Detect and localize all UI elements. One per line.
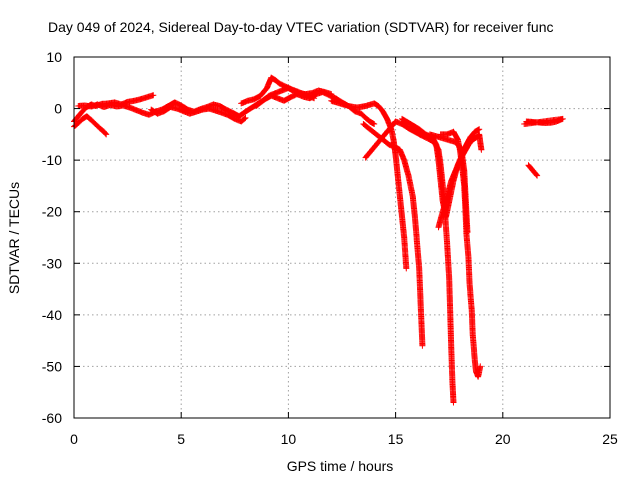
data-series	[435, 131, 485, 231]
y-tick-label: -60	[42, 410, 62, 426]
chart-title: Day 049 of 2024, Sidereal Day-to-day VTE…	[48, 19, 554, 35]
y-tick-label: 0	[54, 101, 62, 117]
data-point-markers	[521, 115, 566, 127]
data-series	[148, 104, 249, 125]
data-point-markers	[362, 118, 457, 406]
axis-ticks: 0 5 10 15 20 25 10 0 -10 -20 -30 -40 -50 -60	[42, 49, 618, 447]
data-point-markers	[253, 84, 318, 109]
x-tick-label: 10	[281, 431, 297, 447]
data-series	[521, 115, 566, 127]
plot-frame	[73, 56, 611, 419]
y-tick-label: 10	[46, 49, 62, 65]
data-point-markers	[148, 104, 249, 125]
data-point-markers	[435, 131, 485, 231]
x-axis-label: GPS time / hours	[287, 458, 394, 474]
data-point-markers	[437, 128, 484, 380]
data-series	[437, 128, 484, 380]
x-tick-label: 5	[177, 431, 185, 447]
y-tick-label: -10	[42, 152, 62, 168]
data-series	[75, 89, 378, 127]
y-tick-label: -20	[42, 204, 62, 220]
x-tick-label: 15	[388, 431, 404, 447]
x-tick-label: 25	[602, 431, 618, 447]
data-series	[362, 118, 457, 406]
data-series	[525, 162, 541, 179]
x-tick-label: 20	[495, 431, 511, 447]
y-axis-label: SDTVAR / TECUs	[6, 182, 22, 294]
data-points	[71, 74, 566, 406]
grid	[74, 57, 610, 418]
data-point-markers	[525, 162, 541, 179]
y-tick-label: -30	[42, 255, 62, 271]
data-series	[360, 121, 426, 349]
data-point-markers	[75, 89, 378, 127]
y-tick-label: -50	[42, 358, 62, 374]
x-tick-label: 0	[70, 431, 78, 447]
data-point-markers	[360, 121, 426, 349]
y-tick-label: -40	[42, 307, 62, 323]
data-series	[253, 84, 318, 109]
